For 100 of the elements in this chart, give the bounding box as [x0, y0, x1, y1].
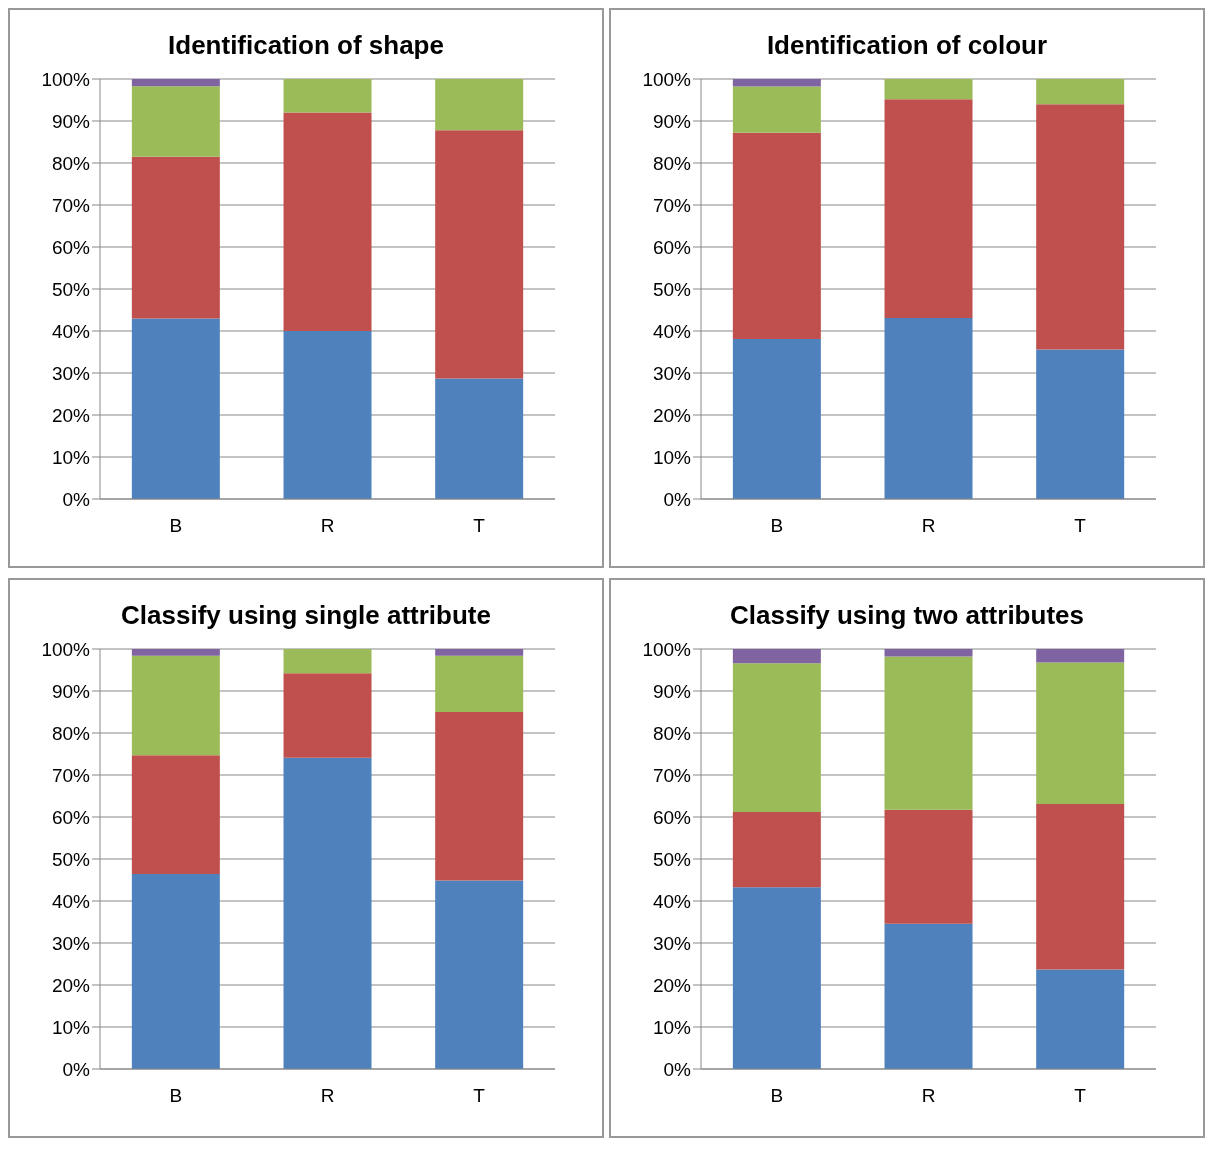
y-tick-label: 80%: [652, 152, 692, 174]
bar: [435, 378, 524, 499]
y-tick-label: 70%: [51, 194, 91, 216]
y-tick-label: 70%: [51, 764, 91, 786]
bar: [1036, 349, 1125, 499]
x-tick-label: R: [921, 515, 936, 537]
x-tick-label: T: [1074, 515, 1087, 537]
bar: [131, 86, 220, 157]
y-tick-label: 90%: [652, 110, 692, 132]
x-tick-label: B: [169, 1085, 183, 1107]
y-tick-label: 60%: [652, 806, 692, 828]
y-tick-label: 0%: [663, 1058, 692, 1080]
bar: [435, 130, 524, 379]
y-tick-label: 40%: [652, 890, 692, 912]
x-tick-label: B: [169, 515, 183, 537]
bar: [131, 874, 220, 1069]
y-tick-label: 60%: [51, 236, 91, 258]
bar: [131, 156, 220, 319]
bar: [732, 86, 821, 133]
bar: [884, 923, 973, 1069]
y-tick-label: 50%: [51, 278, 91, 300]
bar: [884, 649, 973, 657]
bar: [283, 79, 372, 113]
bar: [1036, 104, 1125, 350]
bar: [435, 712, 524, 881]
x-tick-label: T: [473, 515, 486, 537]
y-tick-label: 90%: [51, 110, 91, 132]
y-tick-label: 50%: [652, 278, 692, 300]
y-tick-label: 0%: [62, 488, 91, 510]
chart-title: Identification of shape: [167, 30, 445, 61]
bar: [283, 649, 372, 674]
chart-title: Identification of colour: [765, 30, 1049, 61]
bar: [1036, 803, 1125, 970]
y-tick-label: 10%: [652, 446, 692, 468]
y-tick-label: 60%: [652, 236, 692, 258]
x-tick-label: B: [770, 1085, 784, 1107]
y-tick-label: 100%: [41, 68, 91, 90]
bar: [131, 755, 220, 875]
bar: [131, 79, 220, 87]
y-tick-label: 10%: [51, 1016, 91, 1038]
x-tick-label: T: [1074, 1085, 1087, 1107]
bar: [1036, 79, 1125, 105]
y-tick-label: 10%: [51, 446, 91, 468]
bar: [435, 649, 524, 656]
bar: [131, 318, 220, 499]
bar: [884, 656, 973, 810]
y-tick-label: 100%: [41, 638, 91, 660]
bar: [884, 79, 973, 100]
y-tick-label: 80%: [652, 722, 692, 744]
bar: [435, 655, 524, 712]
bar: [1036, 649, 1125, 663]
y-tick-label: 30%: [652, 362, 692, 384]
y-tick-label: 80%: [51, 152, 91, 174]
bar: [884, 809, 973, 924]
y-tick-label: 20%: [652, 974, 692, 996]
y-tick-label: 90%: [51, 680, 91, 702]
bar: [1036, 969, 1125, 1069]
y-tick-label: 40%: [51, 320, 91, 342]
bar: [131, 649, 220, 656]
y-tick-label: 100%: [642, 638, 692, 660]
y-tick-label: 20%: [652, 404, 692, 426]
y-tick-label: 70%: [652, 764, 692, 786]
x-tick-label: T: [473, 1085, 486, 1107]
bar: [283, 112, 372, 331]
y-tick-label: 50%: [51, 848, 91, 870]
bar: [732, 887, 821, 1069]
bar: [1036, 662, 1125, 804]
y-tick-label: 20%: [51, 974, 91, 996]
bar: [732, 649, 821, 664]
bar: [283, 757, 372, 1069]
bar: [732, 79, 821, 87]
y-tick-label: 50%: [652, 848, 692, 870]
bar: [884, 99, 973, 318]
bar: [732, 338, 821, 499]
x-tick-label: R: [921, 1085, 936, 1107]
x-tick-label: R: [320, 515, 335, 537]
y-tick-label: 0%: [663, 488, 692, 510]
y-tick-label: 30%: [652, 932, 692, 954]
y-tick-label: 100%: [642, 68, 692, 90]
y-tick-label: 80%: [51, 722, 91, 744]
bar: [283, 331, 372, 499]
bar: [435, 79, 524, 131]
y-tick-label: 20%: [51, 404, 91, 426]
bar: [884, 317, 973, 499]
y-tick-label: 90%: [652, 680, 692, 702]
bar: [732, 663, 821, 812]
y-tick-label: 40%: [652, 320, 692, 342]
x-tick-label: B: [770, 515, 784, 537]
y-tick-label: 40%: [51, 890, 91, 912]
y-tick-label: 30%: [51, 932, 91, 954]
y-tick-label: 60%: [51, 806, 91, 828]
chart-title: Classify using two attributes: [729, 600, 1085, 631]
x-tick-label: R: [320, 1085, 335, 1107]
chart-title: Classify using single attribute: [120, 600, 492, 631]
bar: [732, 132, 821, 339]
bar: [131, 655, 220, 756]
y-tick-label: 10%: [652, 1016, 692, 1038]
bar: [435, 880, 524, 1069]
y-tick-label: 70%: [652, 194, 692, 216]
bar: [732, 811, 821, 888]
